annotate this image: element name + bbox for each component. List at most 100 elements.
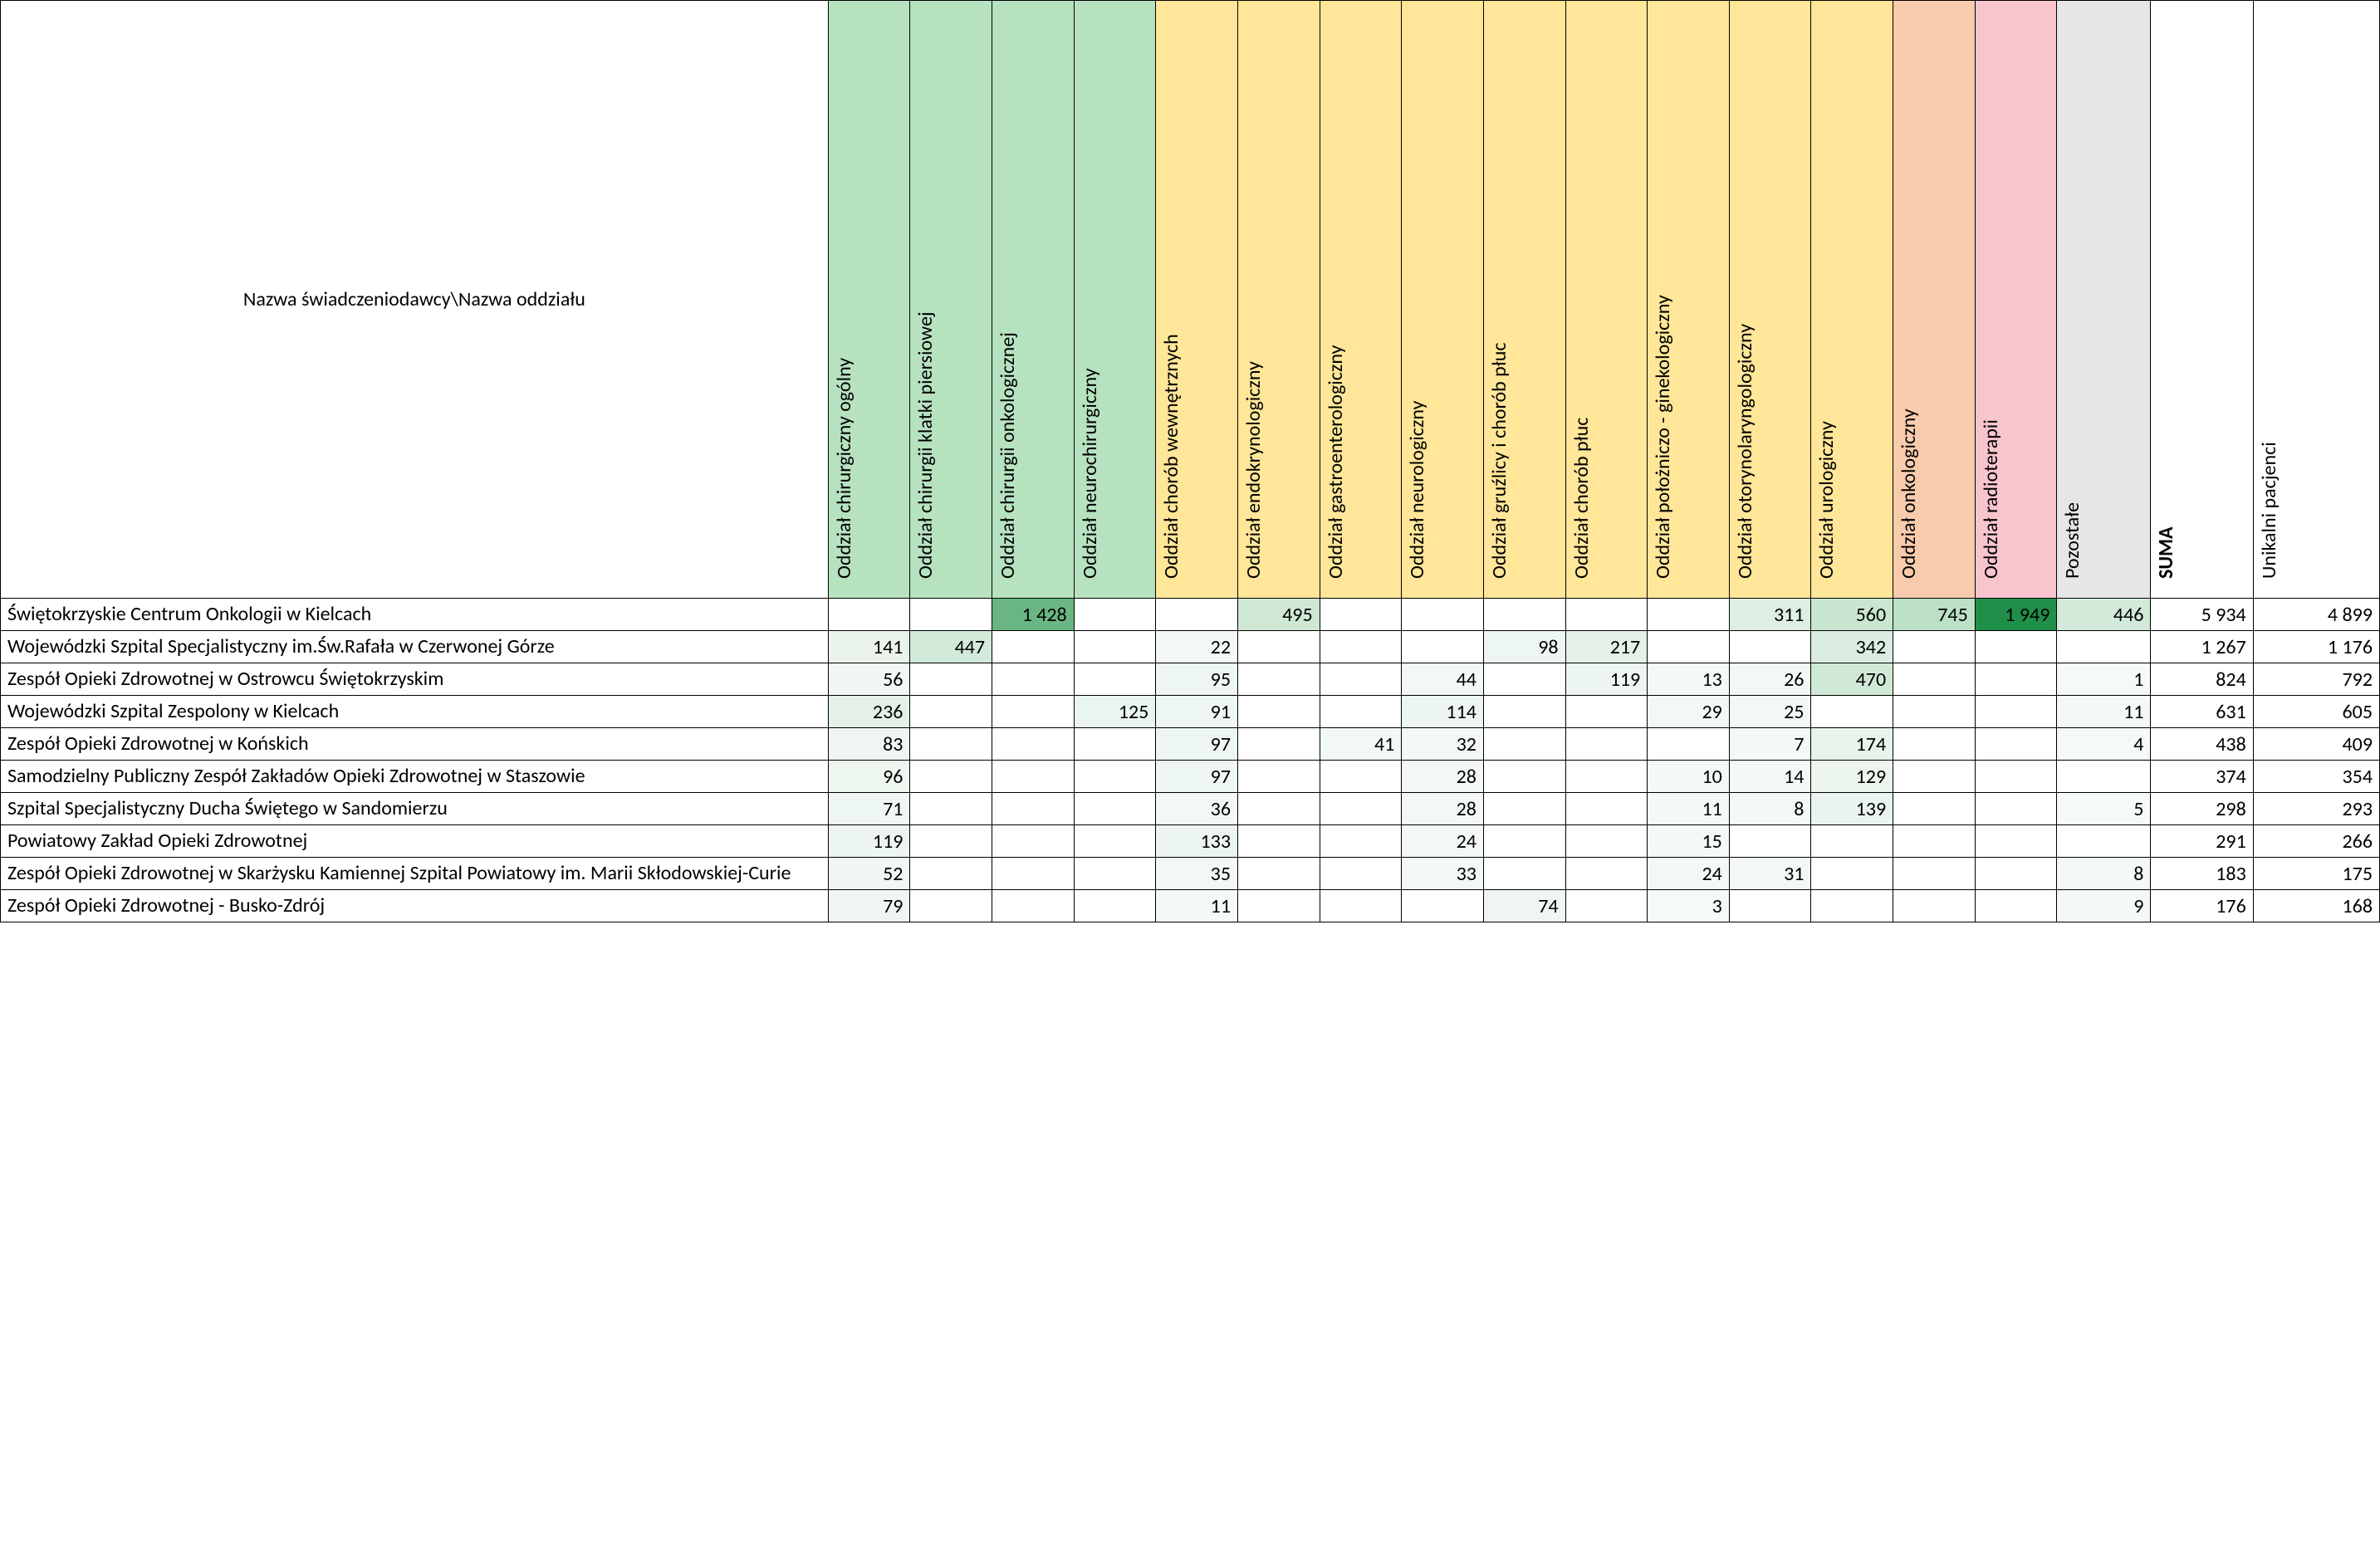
data-cell: 174 <box>1811 728 1893 761</box>
data-cell: 52 <box>828 858 910 890</box>
data-cell <box>1320 663 1402 696</box>
data-cell: 74 <box>1483 890 1565 922</box>
data-cell <box>1975 728 2057 761</box>
data-cell: 1 176 <box>2253 631 2379 663</box>
data-cell <box>1237 663 1320 696</box>
table-row: Wojewódzki Szpital Zespolony w Kielcach2… <box>1 696 2380 728</box>
data-cell <box>910 696 992 728</box>
data-cell: 7 <box>1729 728 1811 761</box>
data-cell: 35 <box>1156 858 1238 890</box>
table-row: Samodzielny Publiczny Zespół Zakładów Op… <box>1 761 2380 793</box>
data-cell <box>1975 793 2057 825</box>
data-cell <box>1483 728 1565 761</box>
data-cell <box>1237 825 1320 858</box>
data-cell: 311 <box>1729 599 1811 631</box>
data-cell <box>992 890 1075 922</box>
data-cell: 409 <box>2253 728 2379 761</box>
data-cell: 293 <box>2253 793 2379 825</box>
column-header: Oddział urologiczny <box>1811 1 1893 599</box>
column-header-label: Oddział gastroenterologiczny <box>1324 9 1348 584</box>
data-cell: 168 <box>2253 890 2379 922</box>
data-cell: 560 <box>1811 599 1893 631</box>
data-cell: 14 <box>1729 761 1811 793</box>
data-cell <box>1729 825 1811 858</box>
data-cell <box>1565 599 1648 631</box>
data-cell <box>1811 696 1893 728</box>
data-cell <box>910 761 992 793</box>
data-cell <box>2057 631 2151 663</box>
data-cell: 83 <box>828 728 910 761</box>
data-cell <box>910 728 992 761</box>
table-row: Świętokrzyskie Centrum Onkologii w Kielc… <box>1 599 2380 631</box>
data-cell: 32 <box>1402 728 1484 761</box>
data-cell <box>1648 728 1730 761</box>
data-cell <box>1648 599 1730 631</box>
provider-name: Wojewódzki Szpital Zespolony w Kielcach <box>1 696 829 728</box>
data-cell <box>2057 825 2151 858</box>
data-cell <box>910 825 992 858</box>
data-cell <box>1811 858 1893 890</box>
column-header: Unikalni pacjenci <box>2253 1 2379 599</box>
data-cell: 495 <box>1237 599 1320 631</box>
data-cell <box>1402 890 1484 922</box>
data-cell <box>1320 696 1402 728</box>
data-cell <box>992 858 1075 890</box>
data-cell <box>1074 631 1156 663</box>
data-cell: 96 <box>828 761 910 793</box>
data-cell <box>1565 825 1648 858</box>
data-cell: 266 <box>2253 825 2379 858</box>
data-cell: 95 <box>1156 663 1238 696</box>
table-body: Świętokrzyskie Centrum Onkologii w Kielc… <box>1 599 2380 922</box>
data-cell <box>992 825 1075 858</box>
data-cell: 605 <box>2253 696 2379 728</box>
data-cell <box>1320 890 1402 922</box>
data-cell <box>1729 631 1811 663</box>
data-cell <box>1237 793 1320 825</box>
data-cell: 71 <box>828 793 910 825</box>
data-cell <box>1074 761 1156 793</box>
column-header-label: Oddział chirurgiczny ogólny <box>832 9 856 584</box>
data-cell <box>1074 890 1156 922</box>
data-cell: 24 <box>1648 858 1730 890</box>
data-cell: 119 <box>1565 663 1648 696</box>
data-cell: 354 <box>2253 761 2379 793</box>
data-cell: 56 <box>828 663 910 696</box>
data-cell <box>992 696 1075 728</box>
data-cell: 175 <box>2253 858 2379 890</box>
data-cell <box>1893 858 1976 890</box>
data-cell <box>1074 858 1156 890</box>
data-cell <box>1074 663 1156 696</box>
data-cell <box>1565 696 1648 728</box>
data-cell: 4 899 <box>2253 599 2379 631</box>
data-cell <box>1074 599 1156 631</box>
header-row: Nazwa świadczeniodawcy\Nazwa oddziału Od… <box>1 1 2380 599</box>
data-cell <box>1074 825 1156 858</box>
data-cell: 97 <box>1156 728 1238 761</box>
data-cell: 33 <box>1402 858 1484 890</box>
data-cell: 176 <box>2151 890 2253 922</box>
data-cell <box>1565 761 1648 793</box>
column-header: Oddział gastroenterologiczny <box>1320 1 1402 599</box>
data-cell <box>910 599 992 631</box>
data-cell: 98 <box>1483 631 1565 663</box>
data-cell <box>1975 761 2057 793</box>
corner-header: Nazwa świadczeniodawcy\Nazwa oddziału <box>1 1 829 599</box>
column-header-label: Oddział chorób płuc <box>1570 9 1594 584</box>
column-header-label: Oddział neurochirurgiczny <box>1078 9 1102 584</box>
data-cell <box>1893 890 1976 922</box>
data-cell: 438 <box>2151 728 2253 761</box>
data-cell: 745 <box>1893 599 1976 631</box>
data-cell <box>1811 890 1893 922</box>
data-cell: 28 <box>1402 793 1484 825</box>
provider-name: Powiatowy Zakład Opieki Zdrowotnej <box>1 825 829 858</box>
data-cell <box>910 858 992 890</box>
data-cell <box>1237 761 1320 793</box>
data-cell: 824 <box>2151 663 2253 696</box>
column-header-label: Oddział chirurgii klatki piersiowej <box>913 9 938 584</box>
data-cell <box>1320 793 1402 825</box>
data-cell <box>1320 858 1402 890</box>
data-cell <box>1237 696 1320 728</box>
data-cell <box>1483 696 1565 728</box>
data-cell: 119 <box>828 825 910 858</box>
provider-name: Zespół Opieki Zdrowotnej w Skarżysku Kam… <box>1 858 829 890</box>
